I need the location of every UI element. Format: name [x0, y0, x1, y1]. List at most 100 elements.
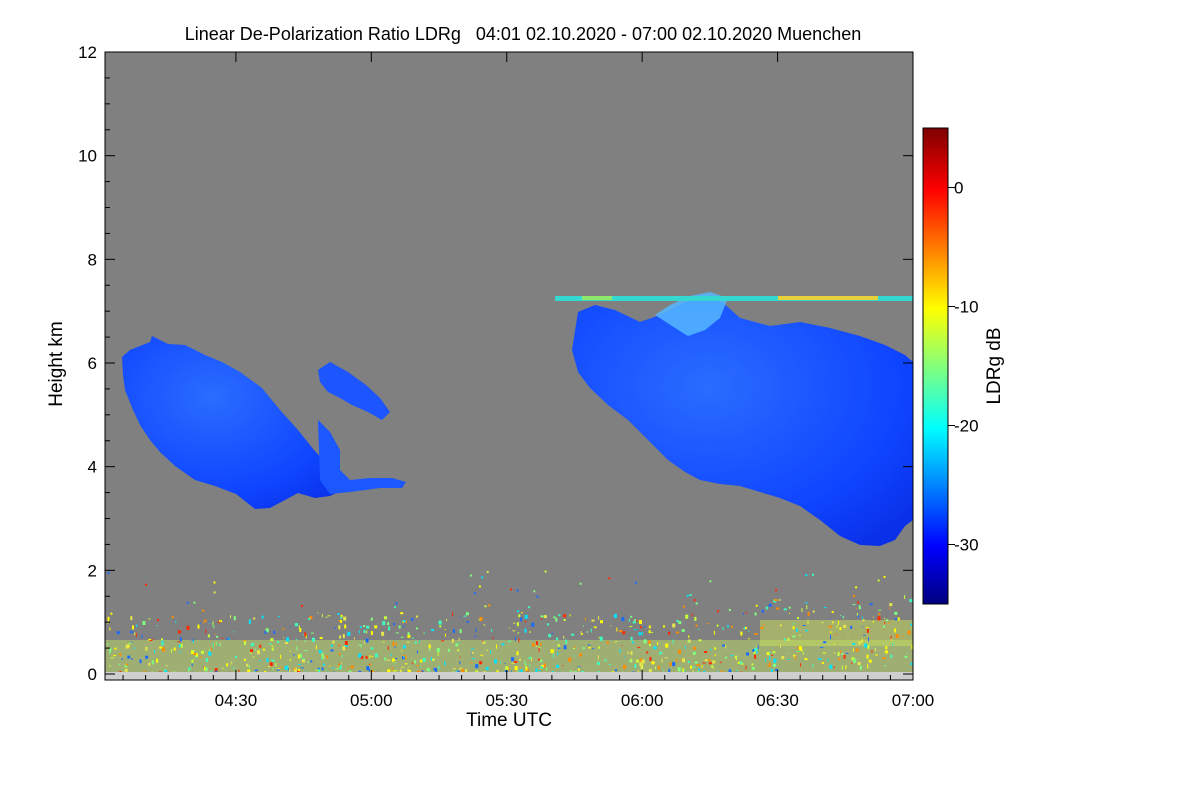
aerosol-pixel	[553, 616, 556, 619]
aerosol-pixel	[508, 627, 510, 629]
aerosol-pixel	[553, 650, 555, 652]
aerosol-pixel	[399, 669, 402, 673]
aerosol-pixel	[799, 634, 801, 636]
aerosol-pixel	[479, 617, 483, 621]
aerosol-pixel	[608, 577, 611, 580]
aerosol-pixel	[659, 651, 662, 655]
aerosol-pixel	[884, 665, 887, 667]
aerosol-pixel	[556, 664, 560, 668]
aerosol-pixel	[548, 634, 552, 638]
aerosol-pixel	[737, 661, 741, 664]
aerosol-pixel	[478, 619, 481, 621]
aerosol-pixel	[109, 651, 111, 655]
aerosol-pixel	[416, 650, 418, 654]
aerosol-pixel	[695, 624, 698, 627]
colorbar-tick-label-1: -10	[954, 298, 979, 317]
aerosol-pixel	[107, 616, 110, 621]
aerosol-pixel	[784, 638, 786, 641]
aerosol-pixel	[660, 652, 663, 653]
aerosol-pixel	[339, 663, 341, 667]
aerosol-pixel	[482, 641, 486, 644]
aerosol-pixel	[754, 612, 757, 616]
aerosol-pixel	[883, 625, 885, 628]
aerosol-pixel	[565, 639, 568, 644]
cloud-layer-1	[122, 336, 348, 509]
aerosol-pixel	[856, 607, 858, 609]
aerosol-pixel	[557, 651, 559, 656]
aerosol-pixel	[272, 667, 274, 670]
aerosol-pixel	[438, 665, 440, 670]
aerosol-pixel	[672, 639, 674, 644]
aerosol-pixel	[878, 613, 881, 616]
y-tick-label-5: 10	[78, 147, 97, 166]
aerosol-pixel	[795, 655, 797, 660]
aerosol-pixel	[395, 602, 398, 605]
aerosol-pixel	[208, 651, 212, 656]
aerosol-pixel	[337, 613, 340, 616]
aerosol-pixel	[247, 669, 251, 673]
aerosol-pixel	[802, 625, 806, 626]
aerosol-pixel	[395, 632, 399, 634]
aerosol-pixel	[686, 594, 689, 597]
aerosol-pixel	[857, 662, 861, 666]
aerosol-pixel	[154, 650, 156, 654]
aerosol-pixel	[904, 655, 908, 658]
y-tick-label-6: 12	[78, 43, 97, 62]
aerosol-pixel	[444, 629, 446, 631]
aerosol-pixel	[203, 666, 205, 671]
aerosol-pixel	[847, 637, 849, 639]
aerosol-pixel	[301, 659, 305, 663]
aerosol-pixel	[365, 655, 368, 659]
aerosol-pixel	[121, 658, 123, 660]
aerosol-pixel	[466, 620, 469, 623]
aerosol-pixel	[191, 662, 193, 667]
aerosol-pixel	[541, 664, 544, 667]
aerosol-pixel	[550, 649, 554, 654]
aerosol-pixel	[596, 661, 600, 665]
aerosol-pixel	[459, 661, 461, 665]
aerosol-pixel	[205, 629, 207, 634]
aerosol-pixel	[563, 635, 565, 639]
aerosol-pixel	[598, 646, 600, 649]
aerosol-pixel	[551, 671, 554, 673]
aerosol-pixel	[518, 658, 521, 661]
aerosol-pixel	[394, 606, 397, 609]
aerosol-pixel	[834, 634, 837, 635]
aerosol-pixel	[327, 615, 331, 617]
aerosol-pixel	[577, 667, 580, 672]
aerosol-pixel	[431, 656, 432, 661]
aerosol-pixel	[540, 666, 543, 670]
aerosol-pixel	[893, 642, 895, 644]
aerosol-pixel	[465, 669, 468, 674]
aerosol-pixel	[769, 656, 771, 661]
aerosol-pixel	[188, 669, 190, 673]
x-tick-label-3: 06:00	[621, 691, 664, 710]
aerosol-pixel	[296, 646, 298, 651]
aerosol-pixel	[277, 668, 281, 669]
aerosol-pixel	[874, 654, 878, 656]
aerosol-pixel	[341, 655, 343, 658]
aerosol-pixel	[551, 633, 554, 634]
aerosol-pixel	[492, 637, 494, 639]
aerosol-pixel	[243, 640, 247, 641]
aerosol-pixel	[529, 631, 531, 633]
aerosol-pixel	[722, 627, 724, 631]
aerosol-pixel	[845, 652, 849, 654]
aerosol-pixel	[558, 614, 561, 617]
aerosol-pixel	[655, 666, 657, 670]
aerosol-pixel	[868, 637, 869, 642]
aerosol-pixel	[862, 626, 864, 628]
aerosol-pixel	[289, 658, 291, 661]
aerosol-pixel	[894, 628, 897, 633]
aerosol-pixel	[648, 640, 651, 644]
aerosol-pixel	[668, 631, 671, 635]
aerosol-pixel	[517, 610, 520, 613]
aerosol-pixel	[688, 635, 690, 639]
aerosol-pixel	[801, 608, 803, 612]
aerosol-pixel	[571, 633, 575, 636]
aerosol-pixel	[910, 662, 913, 665]
aerosol-pixel	[517, 632, 520, 634]
aerosol-pixel	[740, 663, 744, 665]
aerosol-pixel	[202, 621, 205, 623]
aerosol-pixel	[680, 659, 683, 661]
